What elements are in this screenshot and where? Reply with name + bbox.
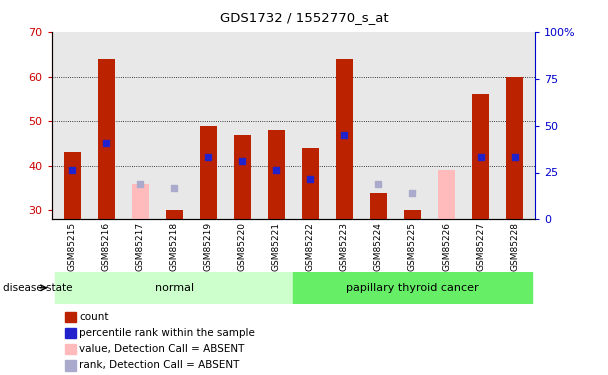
Text: GSM85226: GSM85226 [442,222,451,271]
Point [204,154,213,160]
Bar [302,148,319,219]
Bar [472,94,489,219]
Point [475,154,485,160]
Text: GSM85222: GSM85222 [306,222,315,271]
Text: percentile rank within the sample: percentile rank within the sample [79,328,255,338]
Bar [370,193,387,219]
Bar [166,210,183,219]
Text: disease state: disease state [3,283,72,293]
Bar [293,272,531,304]
Point [102,141,111,147]
Point [305,176,315,182]
Bar [132,184,149,219]
Point [510,154,519,160]
Text: GSM85216: GSM85216 [102,222,111,271]
Point [238,158,247,164]
Text: count: count [79,312,109,322]
Text: GSM85218: GSM85218 [170,222,179,271]
Text: GSM85227: GSM85227 [476,222,485,271]
Text: GSM85220: GSM85220 [238,222,247,271]
Text: rank, Detection Call = ABSENT: rank, Detection Call = ABSENT [79,360,240,370]
Text: value, Detection Call = ABSENT: value, Detection Call = ABSENT [79,344,244,354]
Bar [438,170,455,219]
Text: GSM85223: GSM85223 [340,222,349,271]
Bar [506,76,523,219]
Point [272,167,282,173]
Point [67,167,77,173]
Text: GSM85219: GSM85219 [204,222,213,271]
Point [339,132,349,138]
Text: GSM85217: GSM85217 [136,222,145,271]
Text: normal: normal [154,283,194,293]
Text: GSM85221: GSM85221 [272,222,281,271]
Bar [268,130,285,219]
Text: GSM85228: GSM85228 [510,222,519,271]
Text: papillary thyroid cancer: papillary thyroid cancer [346,283,479,293]
Bar [64,152,81,219]
Text: GSM85225: GSM85225 [408,222,417,271]
Bar [234,135,251,219]
Bar [98,58,115,219]
Bar [336,58,353,219]
Bar [55,272,293,304]
Bar [200,126,217,219]
Point [373,181,383,187]
Bar [404,210,421,219]
Point [407,190,417,196]
Text: GSM85215: GSM85215 [67,222,77,271]
Text: GSM85224: GSM85224 [374,222,383,271]
Point [170,185,179,191]
Point [136,181,145,187]
Text: GDS1732 / 1552770_s_at: GDS1732 / 1552770_s_at [219,11,389,24]
